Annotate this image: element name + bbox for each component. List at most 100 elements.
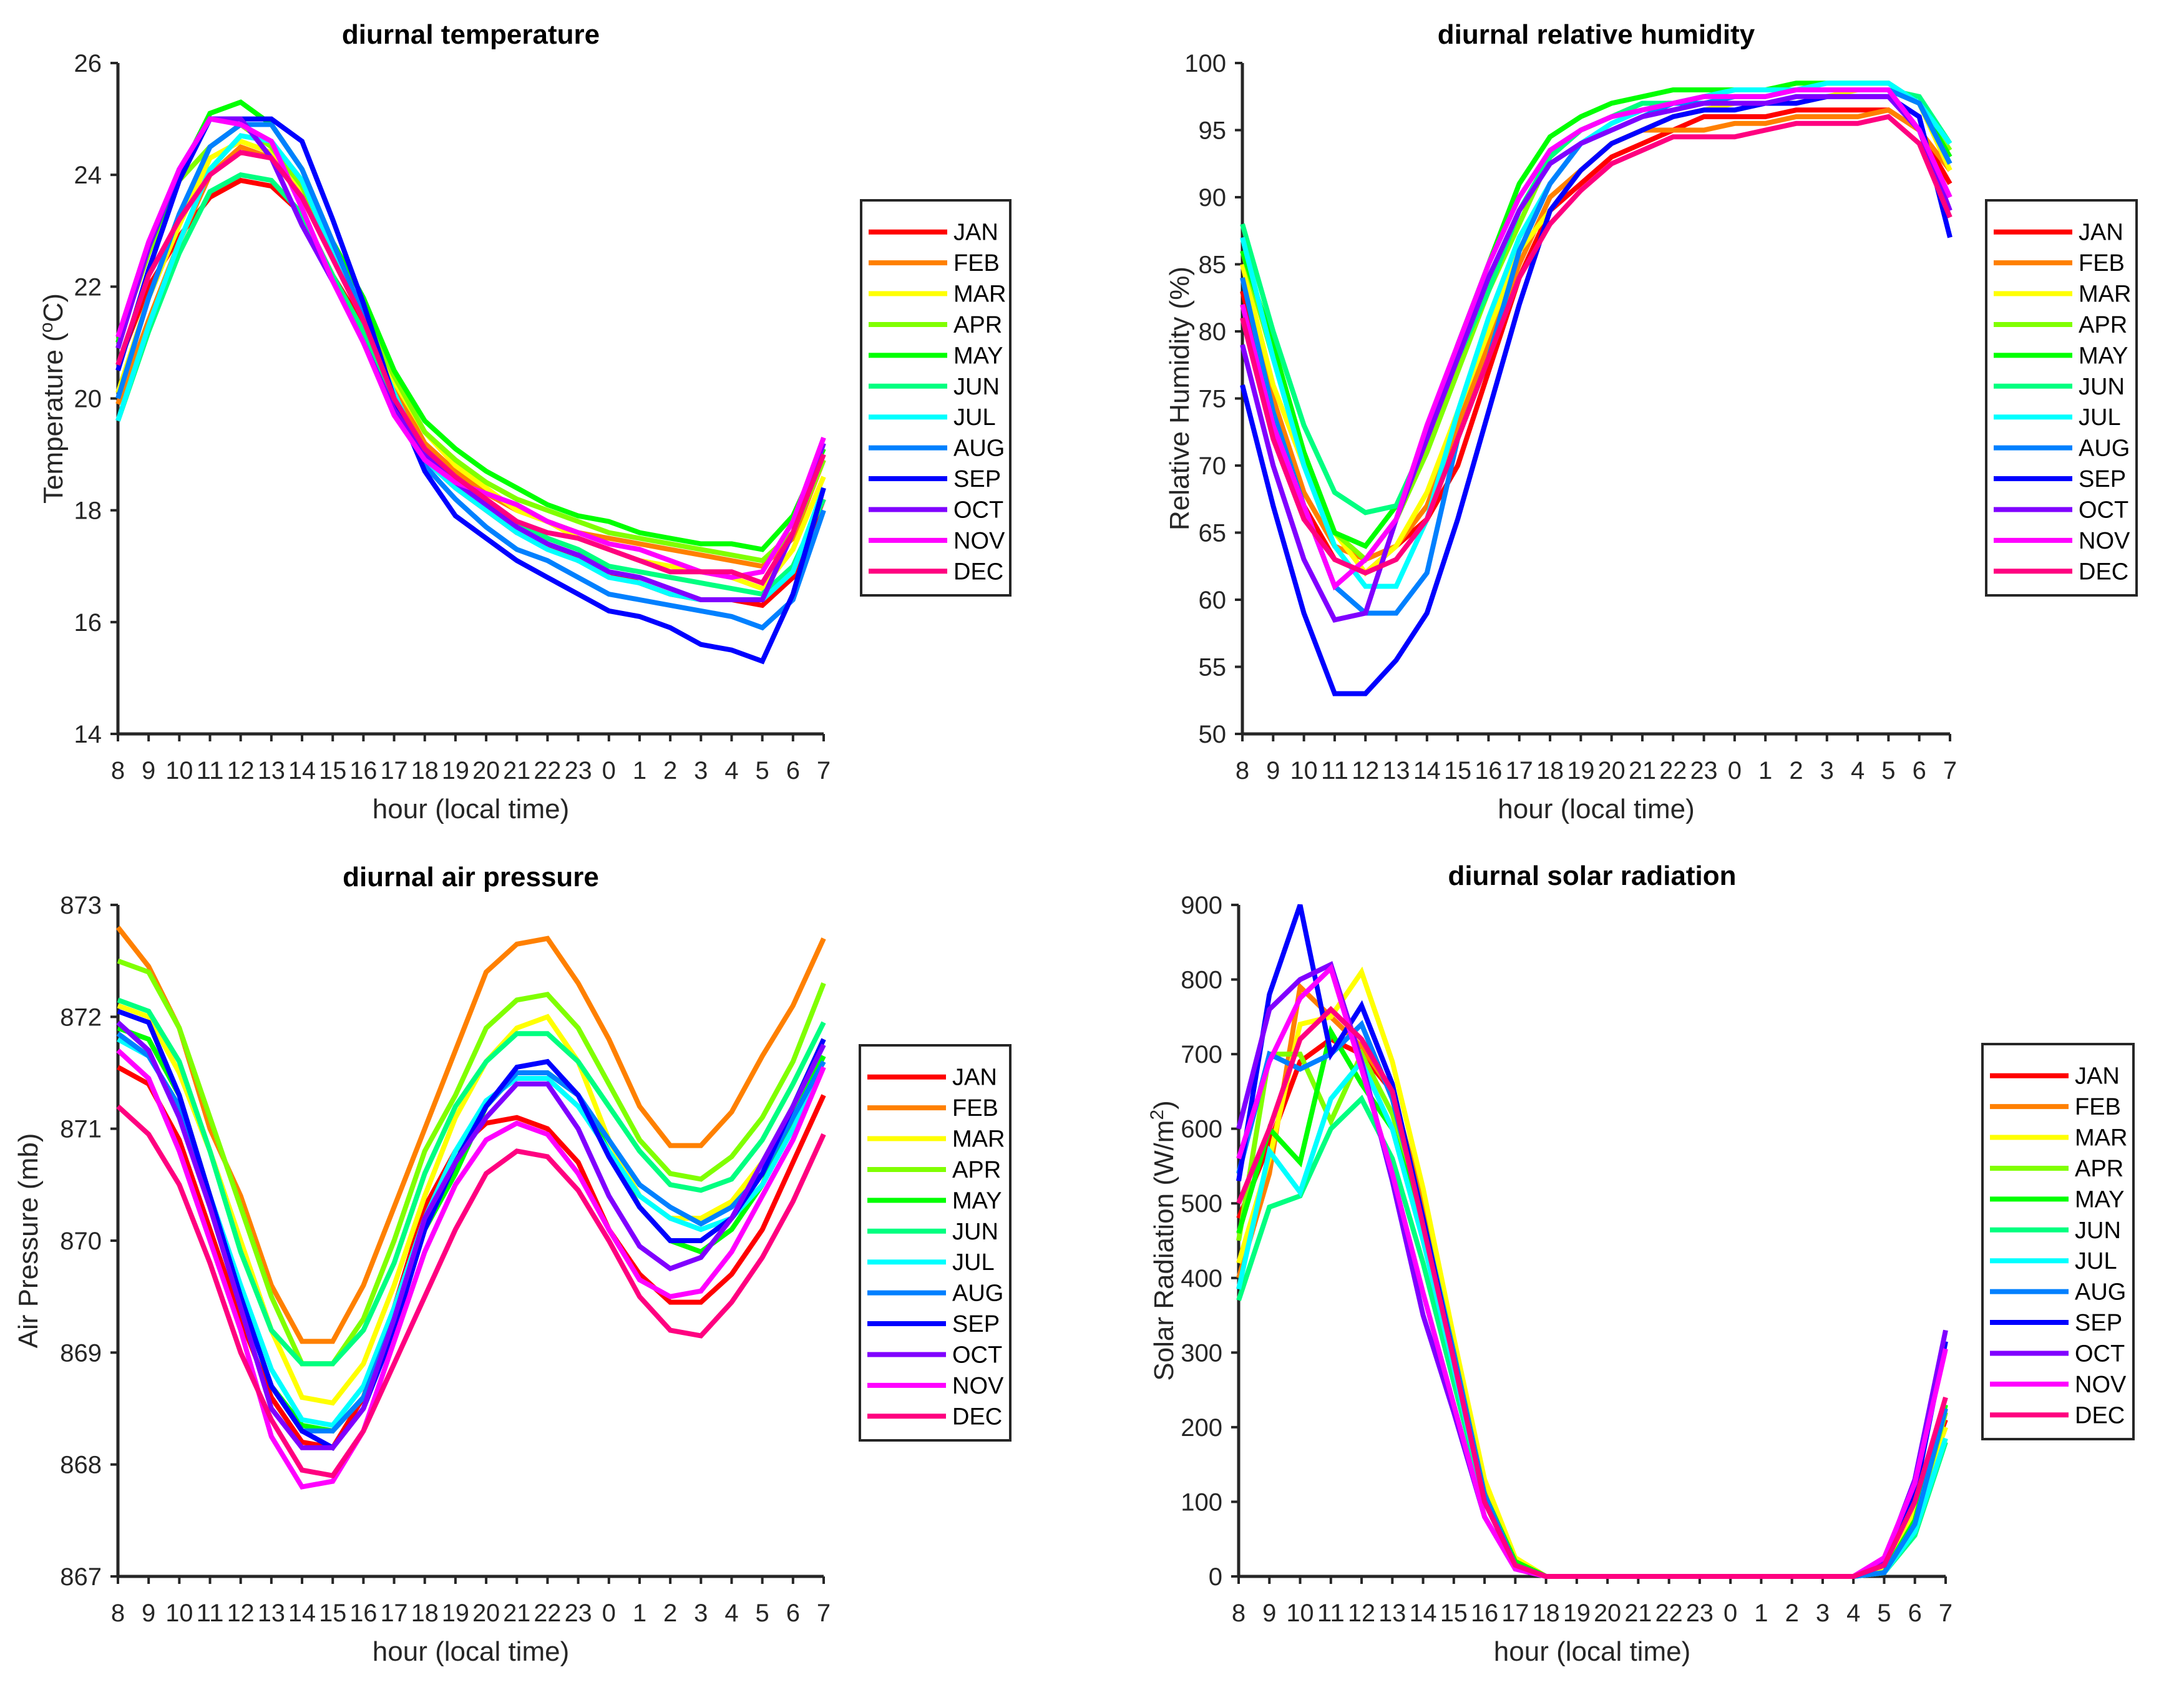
humidity-x-tick-label: 12	[1352, 757, 1379, 784]
pressure-x-tick-label: 23	[565, 1600, 592, 1627]
pressure-legend-label-mar: MAR	[952, 1126, 1005, 1153]
solar-x-tick-label: 12	[1348, 1600, 1375, 1627]
solar-x-tick-label: 2	[1785, 1600, 1799, 1627]
solar-x-tick-label: 15	[1440, 1600, 1468, 1627]
pressure-y-tick-label: 867	[60, 1563, 102, 1591]
temperature-series-aug	[115, 122, 826, 631]
solar-y-label: Solar Radiation (W/m2)	[1147, 1100, 1179, 1380]
solar-y-tick-label: 800	[1181, 967, 1222, 994]
solar-x-tick-label: 22	[1655, 1600, 1683, 1627]
humidity-legend: JAN FEB MAR APR MAY JUN JUL AUG SEP OCT NOV DEC	[1985, 199, 2138, 597]
solar-legend-box	[1981, 1043, 2135, 1440]
pressure-x-tick-label: 10	[165, 1600, 193, 1627]
solar-x-tick-label: 13	[1378, 1600, 1406, 1627]
temperature-y-tick-label: 20	[74, 386, 102, 413]
solar-x-tick-label: 21	[1624, 1600, 1652, 1627]
solar-x-tick-label: 23	[1686, 1600, 1714, 1627]
humidity-legend-label-may: MAY	[2079, 343, 2128, 369]
pressure-x-tick-label: 14	[288, 1600, 316, 1627]
temperature-series-may	[115, 99, 826, 552]
pressure-legend-label-jul: JUL	[952, 1249, 995, 1276]
pressure-series-sep	[117, 1009, 826, 1451]
solar-y-tick-label: 900	[1181, 892, 1222, 919]
temperature-legend-label-jan: JAN	[953, 220, 998, 246]
humidity-legend-label-feb: FEB	[2079, 250, 2125, 276]
solar-x-tick-label: 11	[1317, 1600, 1345, 1627]
pressure-legend-label-apr: APR	[952, 1157, 1001, 1183]
solar-x-tick-label: 1	[1754, 1600, 1768, 1627]
humidity-legend-label-jul: JUL	[2079, 404, 2121, 431]
humidity-x-tick-label: 13	[1383, 757, 1410, 784]
humidity-x-tick-label: 16	[1475, 757, 1502, 784]
solar-chart: diurnal solar radiation01002003004005006…	[1147, 861, 2135, 1667]
solar-x-tick-label: 10	[1287, 1600, 1314, 1627]
temperature-x-tick-label: 19	[442, 757, 469, 784]
temperature-legend: JAN FEB MAR APR MAY JUN JUL AUG SEP OCT NOV DEC	[860, 199, 1012, 597]
temperature-legend-label-jul: JUL	[953, 404, 996, 431]
solar-y-tick-label: 600	[1181, 1116, 1222, 1143]
temperature-x-tick-label: 0	[602, 757, 616, 784]
temperature-x-tick-label: 2	[663, 757, 677, 784]
humidity-series-sep	[1240, 94, 1952, 696]
pressure-y-tick-label: 873	[60, 892, 102, 919]
temperature-x-tick-label: 7	[817, 757, 831, 784]
humidity-y-tick-label: 95	[1199, 117, 1227, 145]
pressure-x-tick-label: 5	[756, 1600, 769, 1627]
temperature-x-tick-label: 6	[786, 757, 800, 784]
solar-x-tick-label: 16	[1471, 1600, 1498, 1627]
humidity-x-tick-label: 5	[1881, 757, 1895, 784]
humidity-series-jul	[1240, 81, 1952, 589]
humidity-series-apr	[1240, 87, 1952, 564]
solar-legend-label-jul: JUL	[2075, 1248, 2117, 1274]
solar-y-tick-label: 700	[1181, 1041, 1222, 1068]
temperature-series-sep	[115, 116, 826, 665]
humidity-x-tick-label: 21	[1629, 757, 1656, 784]
humidity-x-tick-label: 2	[1789, 757, 1803, 784]
humidity-legend-label-dec: DEC	[2079, 559, 2128, 585]
humidity-y-tick-label: 55	[1199, 654, 1227, 681]
temperature-y-tick-label: 18	[74, 497, 102, 525]
pressure-x-tick-label: 4	[724, 1600, 738, 1627]
solar-x-label: hour (local time)	[1494, 1636, 1690, 1667]
pressure-series-mar	[117, 1003, 826, 1406]
humidity-x-tick-label: 0	[1728, 757, 1742, 784]
temperature-x-tick-label: 11	[197, 757, 224, 784]
humidity-legend-label-oct: OCT	[2079, 497, 2128, 523]
temperature-x-tick-label: 12	[227, 757, 255, 784]
solar-series-dec	[1236, 1005, 1948, 1579]
humidity-y-tick-label: 50	[1199, 721, 1227, 748]
temperature-y-tick-label: 14	[74, 721, 102, 748]
pressure-legend-label-may: MAY	[952, 1188, 1002, 1214]
solar-series-feb	[1236, 982, 1948, 1579]
humidity-legend-label-mar: MAR	[2079, 281, 2131, 308]
humidity-x-tick-label: 20	[1598, 757, 1626, 784]
solar-legend-label-may: MAY	[2075, 1186, 2125, 1213]
pressure-x-tick-label: 19	[442, 1600, 469, 1627]
humidity-x-tick-label: 1	[1758, 757, 1772, 784]
humidity-y-tick-label: 65	[1199, 520, 1227, 547]
humidity-y-tick-label: 75	[1199, 386, 1227, 413]
solar-legend-label-oct: OCT	[2075, 1341, 2125, 1367]
solar-legend-label-nov: NOV	[2075, 1372, 2127, 1398]
pressure-x-tick-label: 8	[111, 1600, 125, 1627]
solar-y-tick-label: 300	[1181, 1339, 1222, 1367]
pressure-y-tick-label: 871	[60, 1116, 102, 1143]
humidity-y-tick-label: 90	[1199, 184, 1227, 212]
humidity-title: diurnal relative humidity	[1438, 19, 1755, 50]
pressure-title: diurnal air pressure	[343, 862, 599, 892]
pressure-series-jul	[117, 1037, 826, 1429]
pressure-x-tick-label: 22	[534, 1600, 561, 1627]
temperature-x-tick-label: 22	[534, 757, 561, 784]
temperature-x-tick-label: 20	[472, 757, 500, 784]
temperature-x-tick-label: 8	[111, 757, 125, 784]
pressure-series-oct	[116, 1020, 826, 1450]
pressure-x-tick-label: 16	[349, 1600, 377, 1627]
humidity-x-tick-label: 18	[1536, 757, 1564, 784]
temperature-y-tick-label: 26	[74, 50, 102, 77]
humidity-x-tick-label: 6	[1913, 757, 1926, 784]
humidity-x-tick-label: 7	[1943, 757, 1957, 784]
pressure-x-tick-label: 12	[227, 1600, 255, 1627]
humidity-chart: diurnal relative humidity505560657075808…	[1164, 19, 2138, 824]
temperature-legend-label-mar: MAR	[953, 281, 1006, 308]
